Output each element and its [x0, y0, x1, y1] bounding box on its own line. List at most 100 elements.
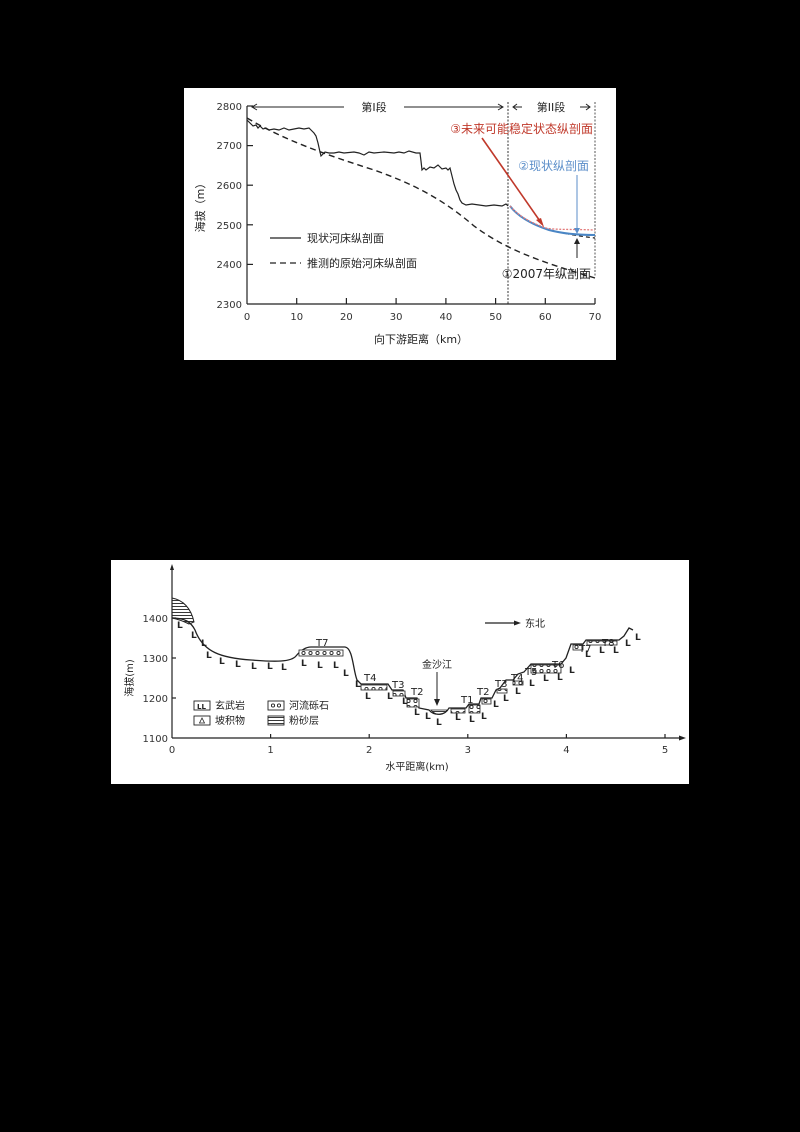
legend: LL 玄武岩 河流砾石 坡积物 粉砂层 [193, 699, 329, 727]
svg-text:L: L [343, 669, 349, 679]
legend-basalt-swatch [193, 700, 211, 711]
svg-text:L: L [569, 666, 575, 676]
legend-silt-swatch [267, 715, 285, 726]
svg-text:L: L [201, 639, 207, 649]
terrace-labels: T7 T4 T3 T2 T1 T2 T3 T4 T5 T6 T7 T8 [315, 638, 614, 706]
svg-text:L: L [481, 712, 487, 722]
segment-1-label: 第I段 [361, 100, 386, 114]
terrace-fill-T2-left [406, 698, 420, 708]
svg-text:L: L [402, 697, 408, 707]
terrace-fill-T3-right [481, 698, 492, 705]
terrace-cross-section-chart: 1400 1300 1200 1100 0 1 2 3 4 5 水平距离(km)… [111, 560, 689, 784]
x-tick-70: 70 [589, 312, 602, 323]
terrace-label: T1 [460, 695, 473, 706]
terrace-fill-T1 [450, 708, 466, 714]
future-stable-profile-line [509, 205, 596, 231]
y-tick-2300: 2300 [217, 300, 242, 311]
x-axis-label: 水平距离(km) [385, 760, 448, 773]
svg-text:L: L [425, 712, 431, 722]
river-channel-silt [430, 709, 448, 715]
svg-text:L: L [503, 694, 509, 704]
terrace-label: T3 [391, 680, 404, 691]
legend-gravel-glyph [276, 703, 282, 708]
terrace-label: T3 [494, 679, 507, 690]
svg-text:L: L [585, 650, 591, 660]
svg-text:L: L [219, 657, 225, 667]
current-profile-blue-line [509, 205, 596, 236]
annotation-current: ②现状纵剖面 [518, 159, 589, 173]
terrace-fill-T7-left [298, 649, 344, 657]
svg-text:L: L [625, 639, 631, 649]
y-tick-1300: 1300 [143, 654, 168, 665]
svg-text:L: L [251, 662, 257, 672]
svg-text:L: L [235, 660, 241, 670]
y-tick-1100: 1100 [143, 734, 168, 745]
svg-text:L: L [543, 674, 549, 684]
legend-original-bed: 推测的原始河床纵剖面 [307, 256, 417, 270]
colluvium-deposit [171, 597, 195, 625]
y-axis-arrowhead [170, 564, 174, 570]
svg-text:L: L [191, 631, 197, 641]
legend-colluvium-glyph [198, 717, 206, 724]
y-tick-2700: 2700 [217, 141, 242, 152]
river-label: 金沙江 [422, 658, 452, 671]
legend-basalt-glyph: LL [197, 703, 206, 711]
svg-text:L: L [301, 659, 307, 669]
terrace-fill-T7-right [572, 644, 584, 651]
legend-gravel-label: 河流砾石 [289, 699, 329, 712]
x-axis-ticks [296, 298, 596, 304]
y-axis-label: 海拔（m） [193, 178, 207, 233]
y-tick-2800: 2800 [217, 102, 242, 113]
annotation-future-arrow [481, 137, 543, 225]
x-axis-label: 向下游距离（km） [374, 332, 468, 346]
longitudinal-profile-chart: 2800 2700 2600 2500 2400 2300 0 10 20 30… [184, 88, 616, 360]
segment-2-arrow [512, 103, 591, 111]
terrace-fill-T4-right [496, 688, 508, 694]
svg-text:L: L [355, 680, 361, 690]
legend-basalt-label: 玄武岩 [215, 699, 245, 712]
svg-text:L: L [436, 718, 442, 728]
svg-text:L: L [613, 646, 619, 656]
svg-text:L: L [529, 679, 535, 689]
terrace-label: T2 [476, 687, 489, 698]
y-tick-2600: 2600 [217, 181, 242, 192]
direction-arrowhead [514, 620, 521, 626]
x-tick-0: 0 [169, 745, 175, 756]
y-axis-label: 海拔(m) [123, 659, 136, 697]
direction-label: 东北 [525, 617, 545, 630]
profile-2007-line [509, 205, 596, 239]
x-tick-2: 2 [366, 745, 372, 756]
annotation-2007-arrowhead [574, 238, 580, 244]
x-tick-60: 60 [539, 312, 552, 323]
terrace-label: T5 [524, 667, 537, 678]
terrace-label: T4 [363, 673, 376, 684]
x-tick-5: 5 [662, 745, 668, 756]
terrace-cross-section-svg: 1400 1300 1200 1100 0 1 2 3 4 5 水平距离(km)… [123, 564, 686, 773]
x-tick-10: 10 [290, 312, 303, 323]
original-bed-profile-line [246, 117, 596, 279]
svg-text:L: L [281, 663, 287, 673]
terrace-label: T4 [510, 673, 523, 684]
legend-colluvium-label: 坡积物 [215, 714, 245, 727]
svg-text:L: L [206, 651, 212, 661]
x-tick-1: 1 [267, 745, 273, 756]
legend-gravel-glyph [270, 703, 276, 708]
x-tick-50: 50 [489, 312, 502, 323]
terrace-label: T2 [410, 687, 423, 698]
annotation-future-stable: ③未来可能稳定状态纵剖面 [450, 121, 593, 136]
svg-text:L: L [387, 692, 393, 702]
y-tick-2400: 2400 [217, 260, 242, 271]
y-tick-1400: 1400 [143, 614, 168, 625]
x-tick-4: 4 [563, 745, 569, 756]
terrain-profile-line [171, 617, 634, 715]
terrace-label: T7 [315, 638, 328, 649]
terrace-label: T8 [601, 638, 614, 649]
x-tick-0: 0 [244, 312, 250, 323]
y-axis [246, 105, 595, 305]
y-tick-2500: 2500 [217, 221, 242, 232]
svg-text:L: L [177, 621, 183, 631]
svg-text:L: L [599, 646, 605, 656]
x-axis-arrowhead [679, 735, 686, 741]
terrace-label: T6 [551, 660, 564, 671]
